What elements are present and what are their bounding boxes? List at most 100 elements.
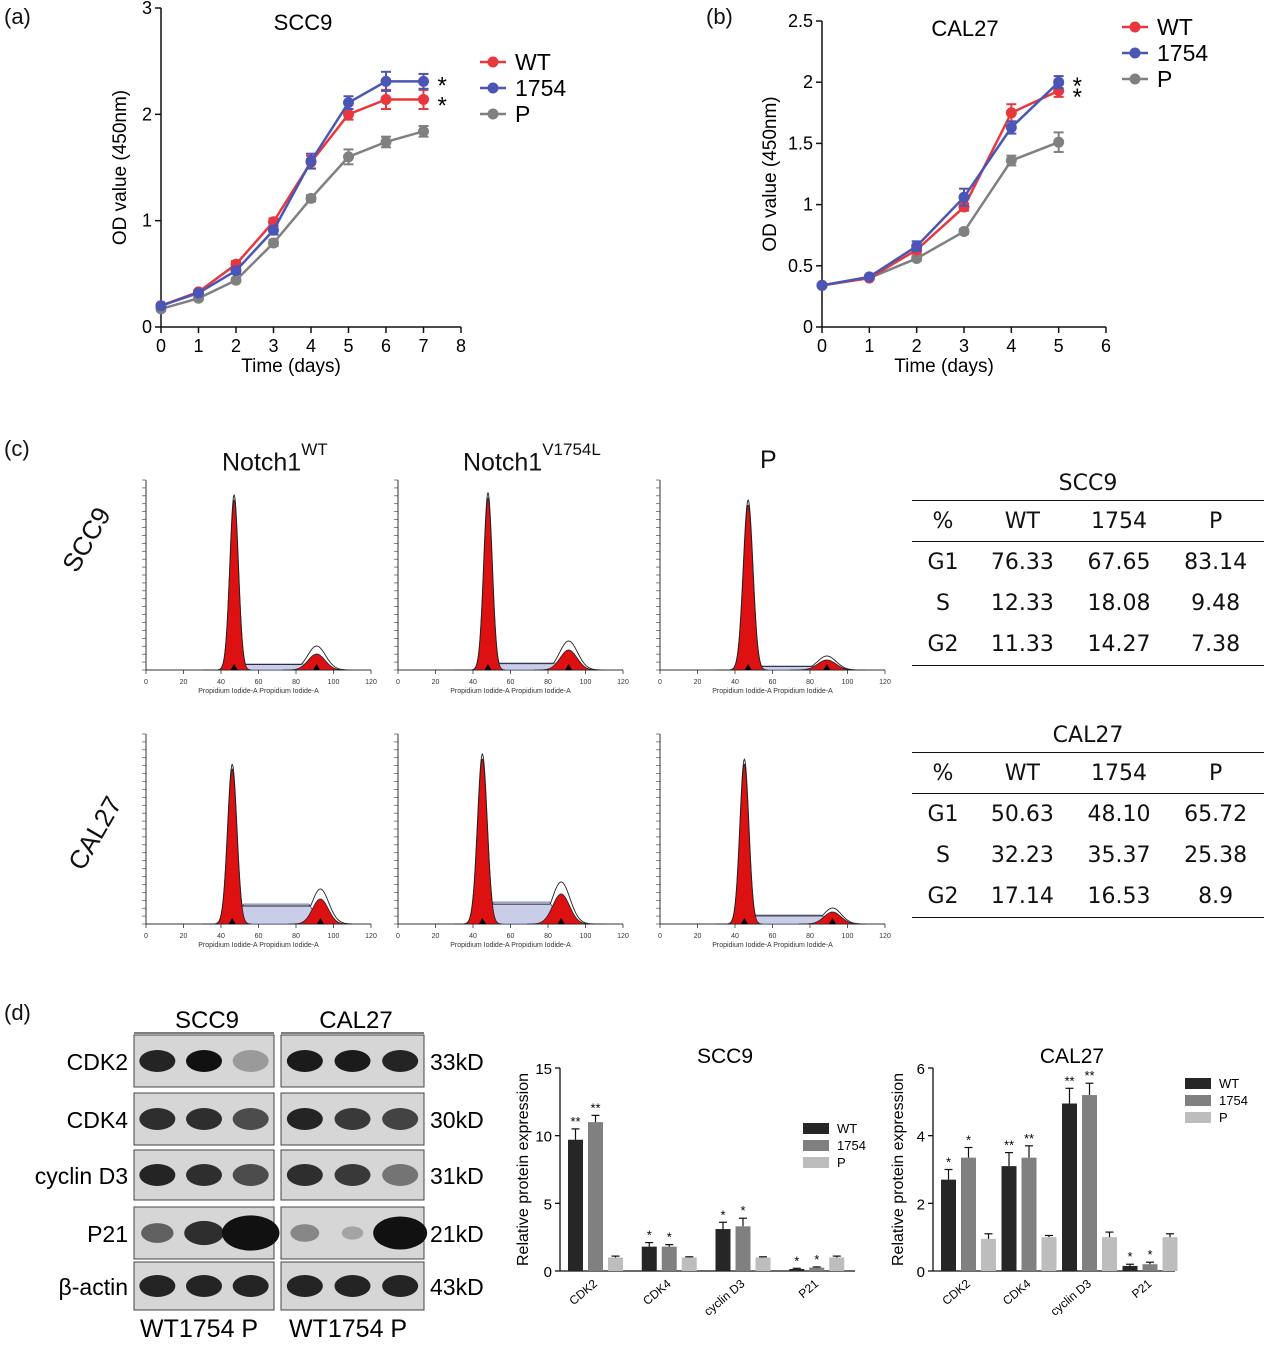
panel-label-a: (a) (4, 4, 31, 29)
legend-swatch (1185, 1078, 1211, 1089)
bar-1754 (588, 1122, 603, 1271)
table-cell: S (936, 591, 950, 616)
y-tick-label: 0 (917, 1264, 925, 1281)
x-tick-label: 120 (617, 933, 629, 940)
blot-protein-label: β-actin (59, 1274, 128, 1300)
x-tick-label: 60 (255, 679, 263, 686)
table-cell: 9.48 (1191, 591, 1241, 616)
x-tick-label: 1 (864, 336, 874, 356)
bar-P (1041, 1237, 1057, 1271)
x-tick-label: 100 (580, 679, 592, 686)
x-tick-label: 40 (469, 933, 477, 940)
x-axis-label: Propidium Iodide-A Propidium Iodide-A (450, 942, 571, 949)
significance-mark: * (720, 1207, 725, 1222)
y-tick-label: 0 (544, 1264, 552, 1281)
data-point (193, 287, 204, 299)
x-tick-label: 80 (806, 933, 814, 940)
x-tick-label: 120 (879, 933, 891, 940)
table-header: P (1167, 500, 1264, 542)
x-tick-label: 2 (912, 336, 922, 356)
x-tick-label: 8 (456, 336, 466, 356)
flow-histogram: 0 20 40 60 80 100 120 Propidium Iodide-A Propid… (142, 479, 377, 695)
flow-histograms: 0 20 40 60 80 100 120 Propidium Iodide-A Propid… (142, 479, 891, 949)
series-line-1754 (160, 80, 424, 307)
legend-label: P (837, 1155, 846, 1170)
x-tick-label: 0 (396, 933, 400, 940)
legend-label: WT (837, 1121, 857, 1136)
significance-mark: * (647, 1228, 652, 1243)
g1-peak (725, 763, 763, 925)
x-tick-label: 1 (193, 336, 203, 356)
legend-marker (1129, 47, 1141, 59)
flow-histogram: 0 20 40 60 80 100 120 Propidium Iodide-A Propid… (656, 733, 891, 949)
g2-peak (526, 893, 596, 925)
flow-col-name: Notch1 (463, 448, 543, 477)
y-tick-label: 6 (917, 1061, 925, 1078)
panel-label-d: (d) (4, 1000, 31, 1025)
data-point (958, 226, 970, 238)
s-phase-region (743, 914, 834, 925)
significance-mark: ** (1004, 1138, 1014, 1153)
x-tick-label: P21 (1129, 1276, 1155, 1301)
blot-band (334, 1108, 371, 1130)
x-tick-label: 80 (292, 933, 300, 940)
bar-WT (568, 1139, 583, 1271)
blot-strip (133, 1034, 275, 1088)
flow-col-sup: WT (301, 440, 328, 459)
y-tick-label: 15 (535, 1061, 552, 1078)
legend-label: WT (515, 49, 551, 75)
x-tick-label: CDK4 (1000, 1276, 1034, 1308)
blot-band (334, 1050, 371, 1072)
g1-peak (728, 504, 769, 671)
peak-marker (316, 918, 324, 924)
blot-band (286, 1275, 323, 1297)
bar-P (1102, 1237, 1117, 1271)
x-tick-label: 3 (959, 336, 969, 356)
data-point (230, 274, 242, 286)
flow-col-sup: V1754L (542, 440, 601, 459)
blot-band (184, 1220, 224, 1246)
significance-star: * (1073, 84, 1082, 111)
blot-band (186, 1050, 222, 1072)
x-tick-label: 60 (769, 933, 777, 940)
x-tick-label: 6 (381, 336, 391, 356)
panel-label-c: (c) (4, 436, 30, 461)
flow-histogram: 0 20 40 60 80 100 120 Propidium Iodide-A Propid… (394, 479, 629, 695)
x-tick-label: 100 (842, 933, 854, 940)
blot-band (139, 1108, 176, 1130)
bar-P (1162, 1237, 1178, 1271)
series-line-WT (821, 89, 1060, 287)
legend-label: WT (1157, 14, 1193, 40)
y-tick-label: 0.5 (788, 256, 813, 276)
table-cell: 11.33 (974, 624, 1071, 666)
x-axis-label: Time (days) (241, 356, 341, 377)
table-header: % (912, 500, 974, 542)
g1-peak (213, 768, 252, 925)
data-point (268, 224, 279, 236)
data-point (343, 108, 354, 120)
x-tick-label: 3 (268, 336, 278, 356)
g1-peak (470, 497, 506, 671)
chart-title: CAL27 (931, 16, 998, 41)
table-header: 1754 (1070, 500, 1168, 542)
legend-marker (487, 56, 499, 68)
table-cell: 25.38 (1184, 843, 1248, 868)
significance-mark: * (1147, 1247, 1152, 1262)
legend-swatch (803, 1140, 829, 1151)
data-point (958, 201, 970, 213)
table-cell: G2 (912, 876, 974, 918)
blot-band (186, 1108, 222, 1130)
legend-marker (487, 82, 499, 94)
peak-marker (484, 664, 492, 670)
table-cell: 50.63 (990, 802, 1054, 827)
histogram-envelope (716, 758, 866, 925)
x-tick-label: 100 (328, 679, 340, 686)
x-tick-label: 120 (617, 679, 629, 686)
significance-mark: ** (590, 1100, 600, 1115)
bar-1754 (809, 1267, 825, 1271)
data-point (958, 191, 970, 203)
blot-protein-label: CDK2 (67, 1049, 128, 1075)
panel-label-b: (b) (706, 4, 733, 29)
data-point (1005, 121, 1017, 133)
significance-mark: * (740, 1203, 745, 1218)
